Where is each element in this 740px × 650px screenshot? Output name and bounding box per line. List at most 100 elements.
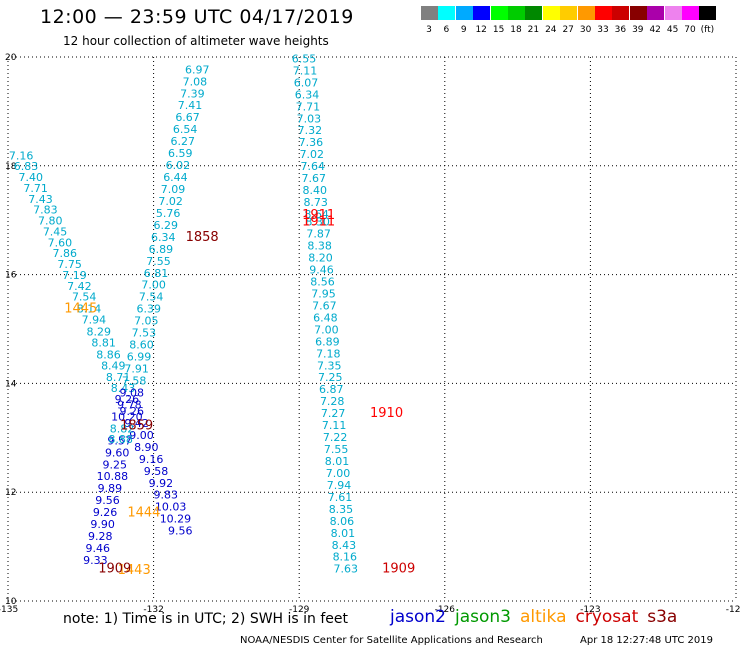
wave-height-value: 8.43: [111, 382, 136, 395]
wave-height-value: 7.60: [48, 236, 73, 249]
wave-height-value: 6.34: [295, 88, 320, 101]
lon-tick-label: -120: [726, 605, 740, 615]
scale-swatch: [699, 6, 717, 20]
wave-height-value: 8.64: [304, 208, 329, 221]
wave-height-value: 7.95: [311, 287, 336, 300]
wave-height-value: 7.36: [299, 136, 324, 149]
wave-height-value: 10.88: [97, 470, 129, 483]
wave-height-value: 9.90: [90, 518, 115, 531]
wave-height-value: 9.25: [103, 458, 128, 471]
wave-height-value: 7.03: [297, 112, 322, 125]
wave-height-value: 7.16: [9, 149, 34, 162]
pass-time-label: 1909: [382, 562, 415, 577]
lon-tick-label: -135: [0, 605, 18, 615]
wave-height-value: 8.60: [129, 339, 154, 352]
scale-label: 42: [649, 25, 661, 35]
scale-swatch: [508, 6, 525, 20]
satellite-legend: jason2 jason3 altika cryosat s3a: [390, 607, 686, 627]
scale-swatch: [612, 6, 630, 20]
wave-height-value: 6.27: [170, 135, 195, 148]
wave-height-value: 6.54: [173, 123, 198, 136]
wave-height-value: 7.54: [72, 291, 97, 304]
scale-swatch: [595, 6, 612, 20]
wave-height-value: 7.91: [124, 363, 149, 376]
wave-height-value: 7.94: [327, 479, 352, 492]
scale-swatch: [542, 6, 560, 20]
pass-time-label: 1909: [98, 562, 131, 577]
wave-height-value: 7.54: [139, 291, 164, 304]
lon-tick-label: -132: [143, 605, 163, 615]
wave-height-value: 6.34: [151, 231, 176, 244]
wave-height-value: 9.28: [88, 530, 113, 543]
wave-height-value: 9.08: [120, 386, 145, 399]
lat-tick-label: 12: [5, 488, 16, 498]
wave-height-value: 8.20: [308, 252, 333, 265]
scale-label: 6: [443, 25, 450, 35]
wave-height-value: 10.29: [160, 513, 192, 526]
scale-swatch: [438, 6, 456, 20]
wave-height-value: 5.76: [156, 207, 181, 220]
satellite-legend-item: s3a: [647, 607, 678, 627]
wave-height-value: 9.58: [144, 465, 169, 478]
wave-height-value: 9.83: [153, 489, 178, 502]
wave-height-value: 7.55: [324, 443, 349, 456]
lat-tick-label: 18: [5, 162, 17, 172]
wave-height-value: 7.00: [141, 279, 166, 292]
wave-height-value: 10.03: [155, 501, 187, 514]
lon-tick-label: -129: [289, 605, 310, 615]
credit-text: NOAA/NESDIS Center for Satellite Applica…: [240, 635, 543, 646]
scale-label: 33: [597, 25, 609, 35]
scale-label: 70: [684, 25, 696, 35]
scale-swatch: [421, 6, 438, 20]
wave-height-value: 7.67: [312, 299, 337, 312]
wave-height-value: 7.83: [33, 204, 58, 217]
wave-height-value: 7.27: [321, 407, 346, 420]
wave-height-value: 7.45: [43, 225, 68, 238]
wave-height-value: 9.89: [98, 482, 123, 495]
wave-height-value: 7.75: [57, 258, 82, 271]
lat-tick-label: 14: [5, 379, 17, 389]
wave-height-value: 6.81: [144, 267, 169, 280]
wave-height-value: 7.22: [323, 431, 348, 444]
wave-height-value: 7.55: [146, 255, 171, 268]
wave-height-value: 6.39: [136, 303, 161, 316]
wave-height-value: 6.44: [163, 171, 188, 184]
wave-height-value: 7.11: [293, 64, 318, 77]
wave-height-tracks: 7.166.837.407.717.437.837.807.457.607.86…: [9, 52, 358, 575]
wave-height-value: 7.64: [301, 160, 326, 173]
wave-height-value: 8.71: [106, 371, 131, 384]
wave-height-value: 8.01: [325, 455, 350, 468]
wave-height-value: 8.29: [87, 326, 112, 339]
pass-time-label: 1859: [120, 419, 153, 434]
wave-height-value: 7.40: [19, 171, 44, 184]
wave-height-value: 7.05: [134, 315, 159, 328]
wave-height-value: 6.55: [292, 52, 317, 65]
wave-height-value: 7.87: [306, 228, 331, 241]
wave-height-value: 8.43: [332, 539, 357, 552]
wave-height-value: 9.60: [105, 446, 130, 459]
satellite-legend-item: cryosat: [575, 607, 639, 627]
scale-label: (ft): [700, 25, 715, 35]
lat-tick-label: 10: [5, 597, 17, 607]
page-subtitle: 12 hour collection of altimeter wave hei…: [63, 34, 329, 48]
scale-label: 9: [460, 25, 467, 35]
wave-height-value: 7.80: [38, 215, 63, 228]
pass-time-label: 1910: [370, 406, 403, 421]
pass-time-label: 1445: [64, 302, 97, 317]
scale-swatch: [525, 6, 543, 20]
scale-label: 12: [475, 25, 487, 35]
wave-height-value: 9.26: [93, 506, 118, 519]
wave-height-value: 7.25: [318, 371, 343, 384]
wave-height-value: 7.19: [62, 269, 87, 282]
wave-height-value: 8.14: [77, 303, 102, 316]
wave-height-value: 8.86: [96, 348, 121, 361]
satellite-legend-item: jason2: [390, 607, 446, 627]
scale-label: 30: [579, 25, 592, 35]
wave-height-value: 8.01: [331, 527, 356, 540]
wave-height-value: 6.29: [153, 219, 178, 232]
wave-height-value: 7.61: [328, 491, 353, 504]
pass-time-label: 1443: [118, 563, 151, 578]
scale-label: 24: [545, 25, 557, 35]
lat-tick-label: 16: [5, 271, 17, 281]
